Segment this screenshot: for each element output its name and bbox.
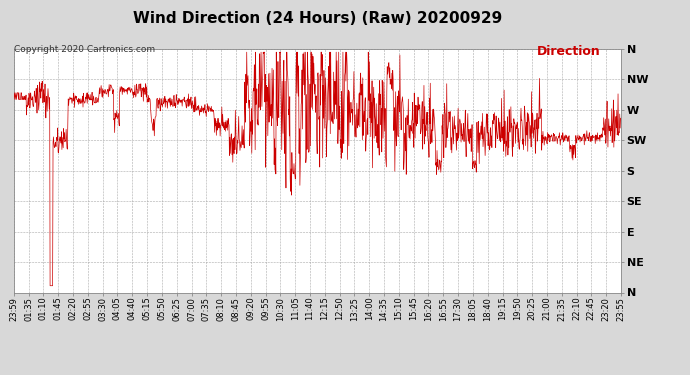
Text: Wind Direction (24 Hours) (Raw) 20200929: Wind Direction (24 Hours) (Raw) 20200929	[132, 11, 502, 26]
Text: Direction: Direction	[537, 45, 600, 58]
Text: Copyright 2020 Cartronics.com: Copyright 2020 Cartronics.com	[14, 45, 155, 54]
